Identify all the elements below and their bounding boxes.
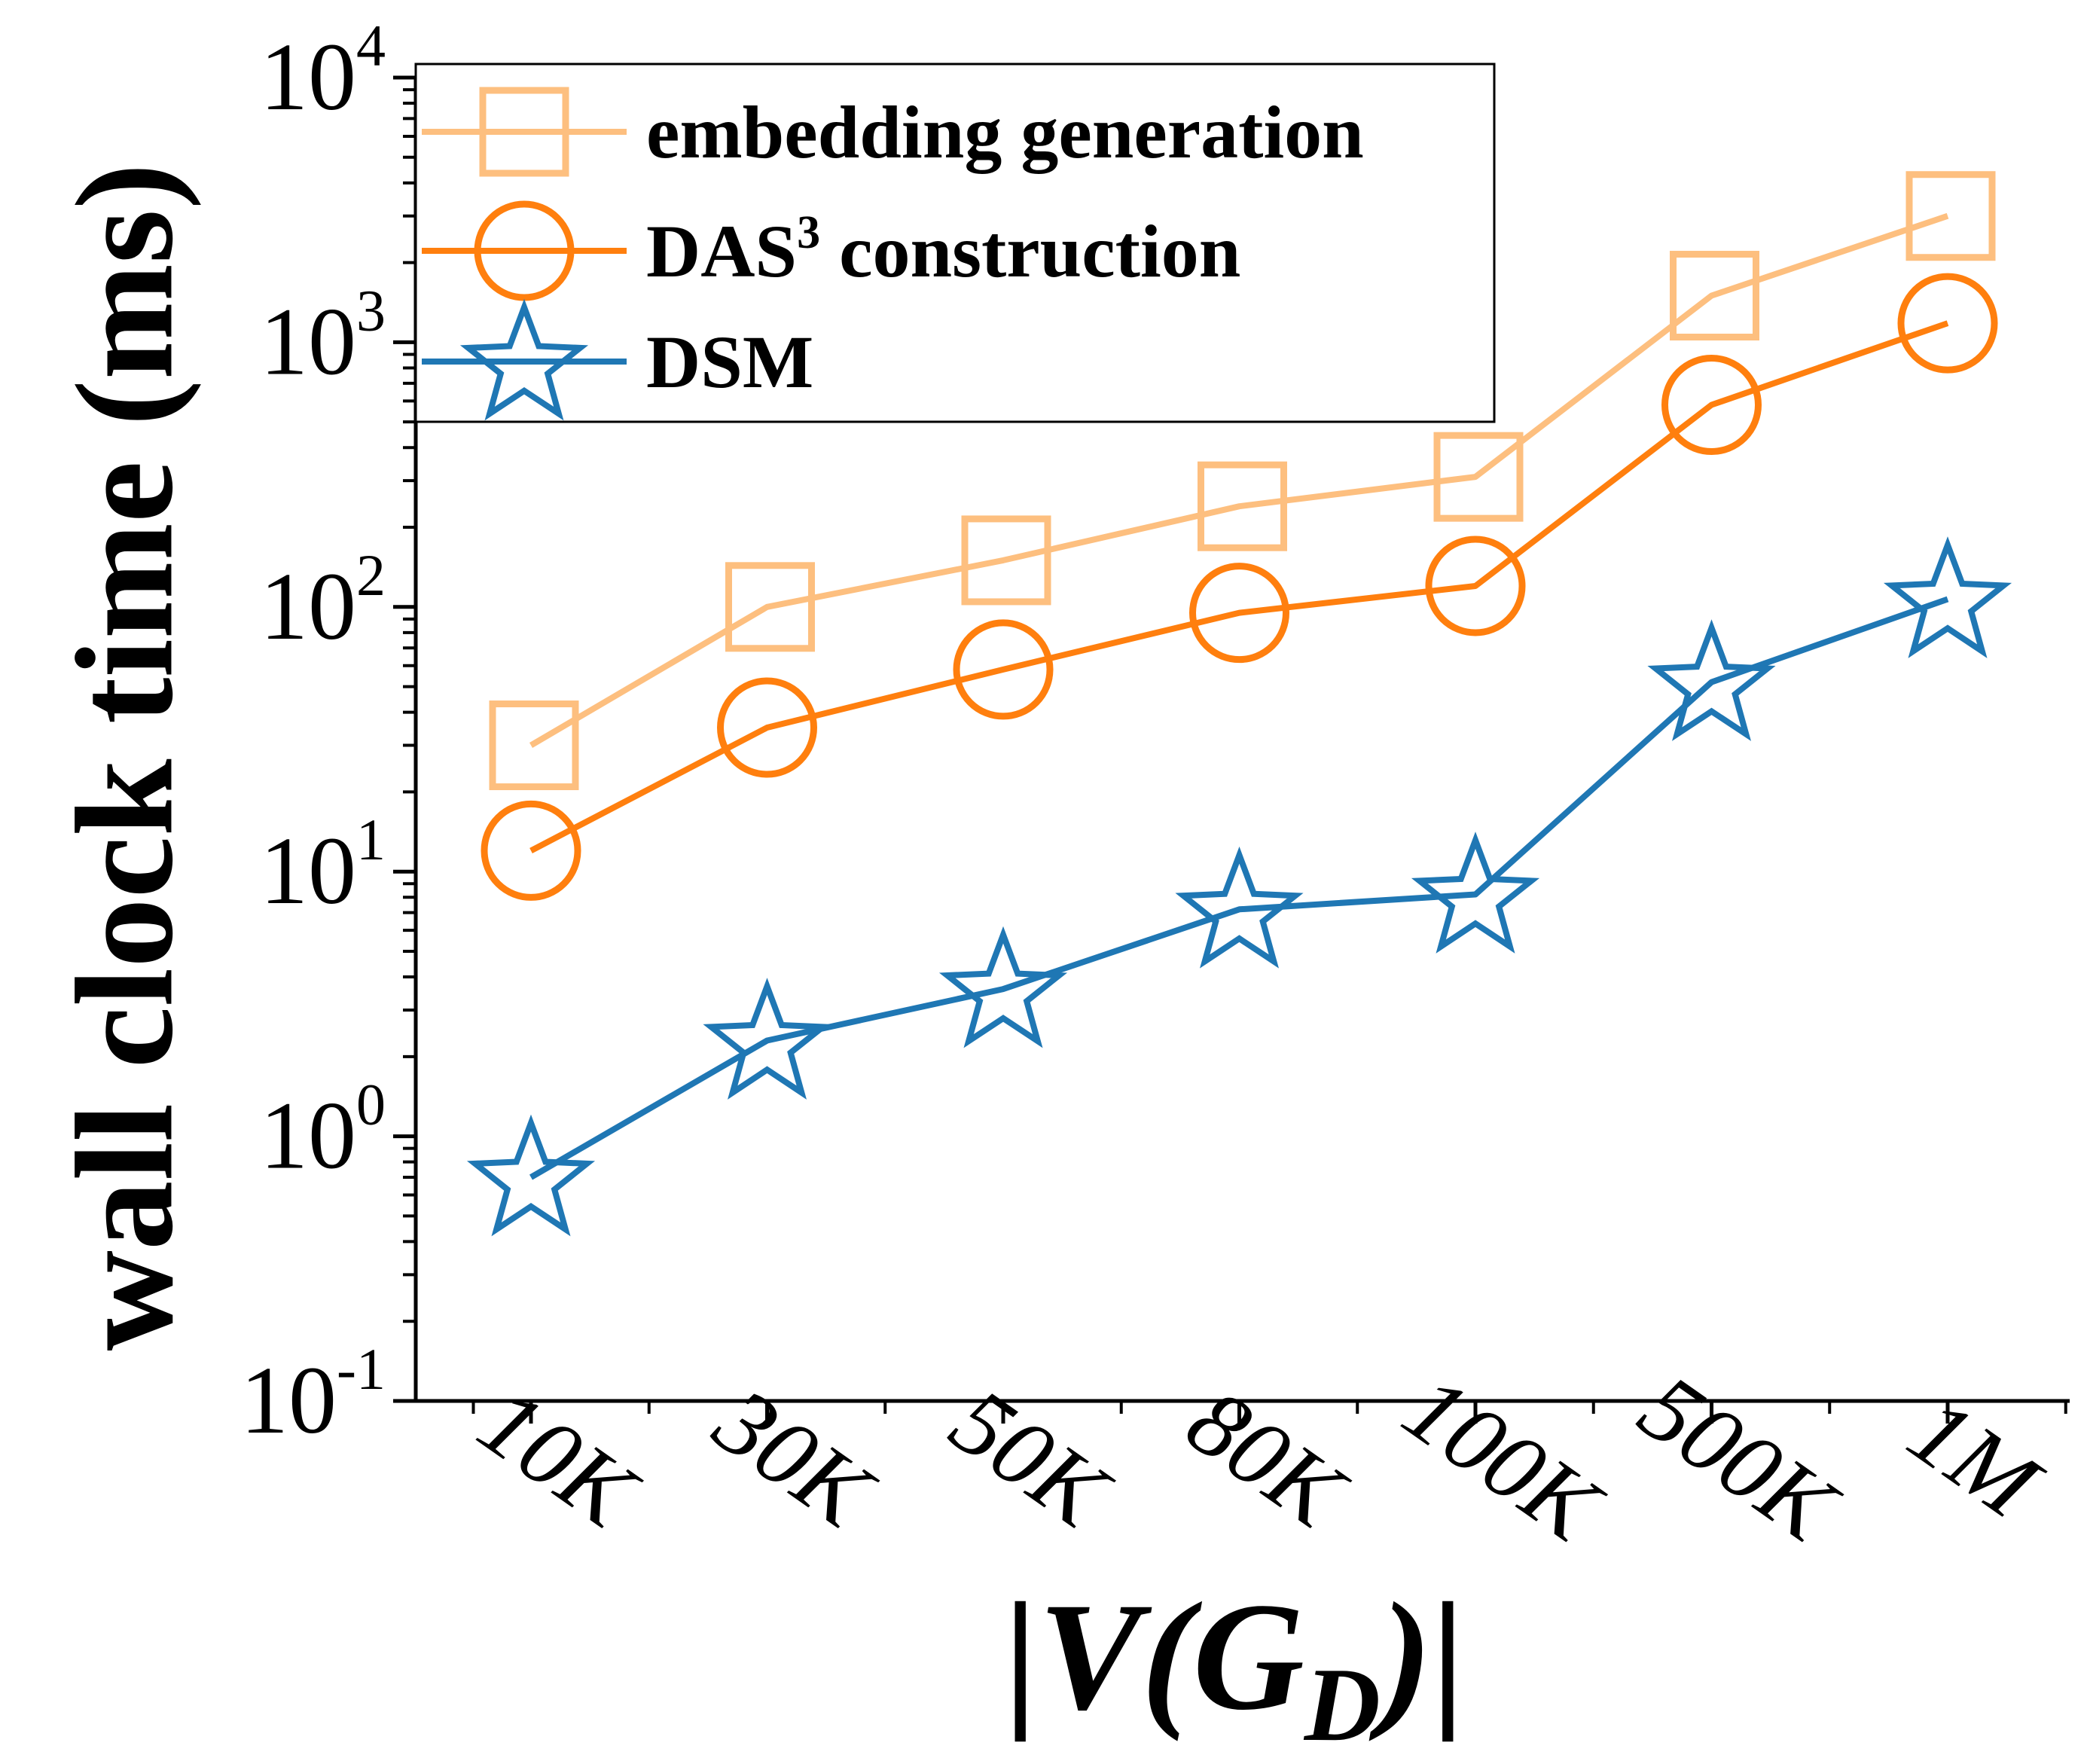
data-point-circle xyxy=(953,619,1054,720)
data-point-square xyxy=(1670,251,1759,341)
data-point-square xyxy=(489,700,579,791)
x-tick-label: 10K xyxy=(461,1367,658,1549)
x-axis-title-prefix: |V(G xyxy=(1005,1571,1304,1742)
series-line xyxy=(529,320,1949,853)
data-point-circle xyxy=(1189,563,1289,664)
x-tick-label: 30K xyxy=(696,1367,893,1550)
data-point-star xyxy=(1647,619,1776,741)
y-tick-label: 10-1 xyxy=(240,1336,386,1454)
data-point-star xyxy=(1411,832,1540,954)
y-tick-label: 100 xyxy=(260,1072,386,1189)
legend-marker-star xyxy=(459,298,589,421)
data-point-circle xyxy=(1661,355,1762,456)
x-axis-title-suffix: )| xyxy=(1368,1571,1466,1742)
series-circle xyxy=(481,273,1998,901)
plot-area xyxy=(466,171,2012,1237)
data-point-square xyxy=(961,515,1051,606)
y-tick-label: 103 xyxy=(260,277,386,395)
data-point-square xyxy=(1905,171,1996,261)
data-point-star xyxy=(703,978,831,1100)
series-line xyxy=(529,212,1949,748)
legend-label: DAS3 construction xyxy=(646,207,1240,293)
data-point-star xyxy=(466,1114,596,1237)
series-star xyxy=(466,536,2012,1237)
data-point-star xyxy=(1883,536,2012,658)
legend-entry: DAS3 construction xyxy=(422,200,1240,301)
y-tick-label: 102 xyxy=(260,542,386,660)
data-point-circle xyxy=(1897,273,1998,374)
legend-entry: DSM xyxy=(422,298,813,421)
y-tick-label: 101 xyxy=(260,807,386,924)
legend-label: DSM xyxy=(646,320,813,404)
data-point-square xyxy=(1433,432,1524,522)
legend-marker-circle xyxy=(474,200,575,301)
series-line xyxy=(529,596,1949,1180)
data-point-square xyxy=(1198,461,1287,551)
data-point-star xyxy=(1175,846,1304,969)
data-point-star xyxy=(938,926,1068,1048)
x-tick-label: 50K xyxy=(933,1367,1130,1549)
x-tick-label: 500K xyxy=(1622,1354,1857,1564)
x-tick-label: 100K xyxy=(1385,1354,1621,1564)
legend: embedding generation DAS3 construction DSM xyxy=(414,63,1496,423)
y-tick-label: 104 xyxy=(260,13,386,130)
x-axis-title-subscript: D xyxy=(1303,1647,1381,1763)
x-tick-label: 80K xyxy=(1169,1367,1365,1549)
data-point-circle xyxy=(717,677,817,778)
y-axis-title: wall clock time (ms) xyxy=(47,163,202,1350)
data-point-circle xyxy=(481,800,581,901)
data-point-square xyxy=(725,562,815,652)
legend-label: embedding generation xyxy=(646,90,1364,174)
x-axis-title: |V(GD)| xyxy=(1005,1571,1466,1763)
series-square xyxy=(489,171,1996,791)
data-point-circle xyxy=(1425,536,1526,636)
legend-entry: embedding generation xyxy=(422,87,1364,177)
legend-marker-square xyxy=(479,87,569,177)
